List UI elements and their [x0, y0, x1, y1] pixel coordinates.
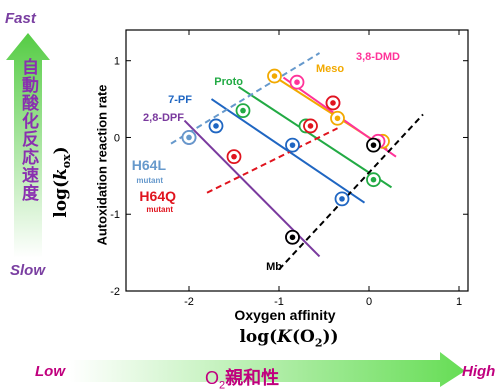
series-line — [237, 85, 393, 189]
data-point-center — [370, 176, 377, 183]
high-label: High — [462, 363, 496, 380]
y-tick-label: 0 — [114, 132, 120, 144]
vertical-gradient-arrow — [6, 33, 50, 258]
data-point-center — [213, 123, 219, 129]
series-label: Proto — [214, 76, 243, 88]
low-label: Low — [35, 363, 65, 380]
series-sublabel: mutant — [136, 176, 163, 185]
data-point-center — [231, 153, 237, 160]
plot-frame — [125, 29, 469, 292]
series-label: H64L — [132, 157, 167, 173]
series-label: 3,8-DMD — [356, 51, 400, 63]
data-point-center — [186, 134, 192, 141]
x-tick-label: 1 — [456, 296, 462, 308]
data-point-center — [294, 79, 300, 85]
data-point-center — [289, 142, 296, 148]
data-point-center — [271, 73, 278, 79]
series-label: Meso — [316, 63, 344, 75]
x-tick-label: 0 — [366, 296, 372, 308]
data-point-center — [330, 100, 336, 106]
x-tick-label: -1 — [274, 296, 284, 308]
o2-affinity-jp-label: O2親和性 — [205, 368, 280, 392]
horizontal-gradient-arrow — [70, 352, 465, 387]
y-tick-label: -1 — [110, 209, 120, 221]
data-point-center — [339, 196, 345, 202]
series-line — [278, 113, 424, 271]
data-point-center — [289, 234, 296, 241]
series-line — [206, 127, 338, 194]
x-tick-label: -2 — [184, 296, 194, 308]
log-K-O2-label: log(K(O2)) — [239, 327, 339, 350]
series-line — [170, 52, 321, 145]
data-point-center — [334, 115, 341, 122]
series-label: H64Q — [139, 188, 176, 204]
data-point-center — [240, 107, 246, 114]
y-tick-label: 1 — [114, 56, 120, 68]
series-label: 2,8-DPF — [143, 112, 184, 124]
x-axis-label: Oxygen affinity — [234, 307, 336, 323]
data-point-center — [307, 123, 314, 129]
series-sublabel: mutant — [146, 205, 173, 214]
autoxidation-rate-jp-label: 自動酸化反応速度 — [19, 58, 38, 202]
series-label: 7-PF — [168, 94, 192, 106]
data-point-center — [370, 142, 377, 148]
series-label: Mb — [266, 261, 282, 273]
slow-label: Slow — [10, 262, 46, 279]
fast-label: Fast — [5, 10, 36, 27]
y-tick-label: -2 — [110, 286, 120, 298]
